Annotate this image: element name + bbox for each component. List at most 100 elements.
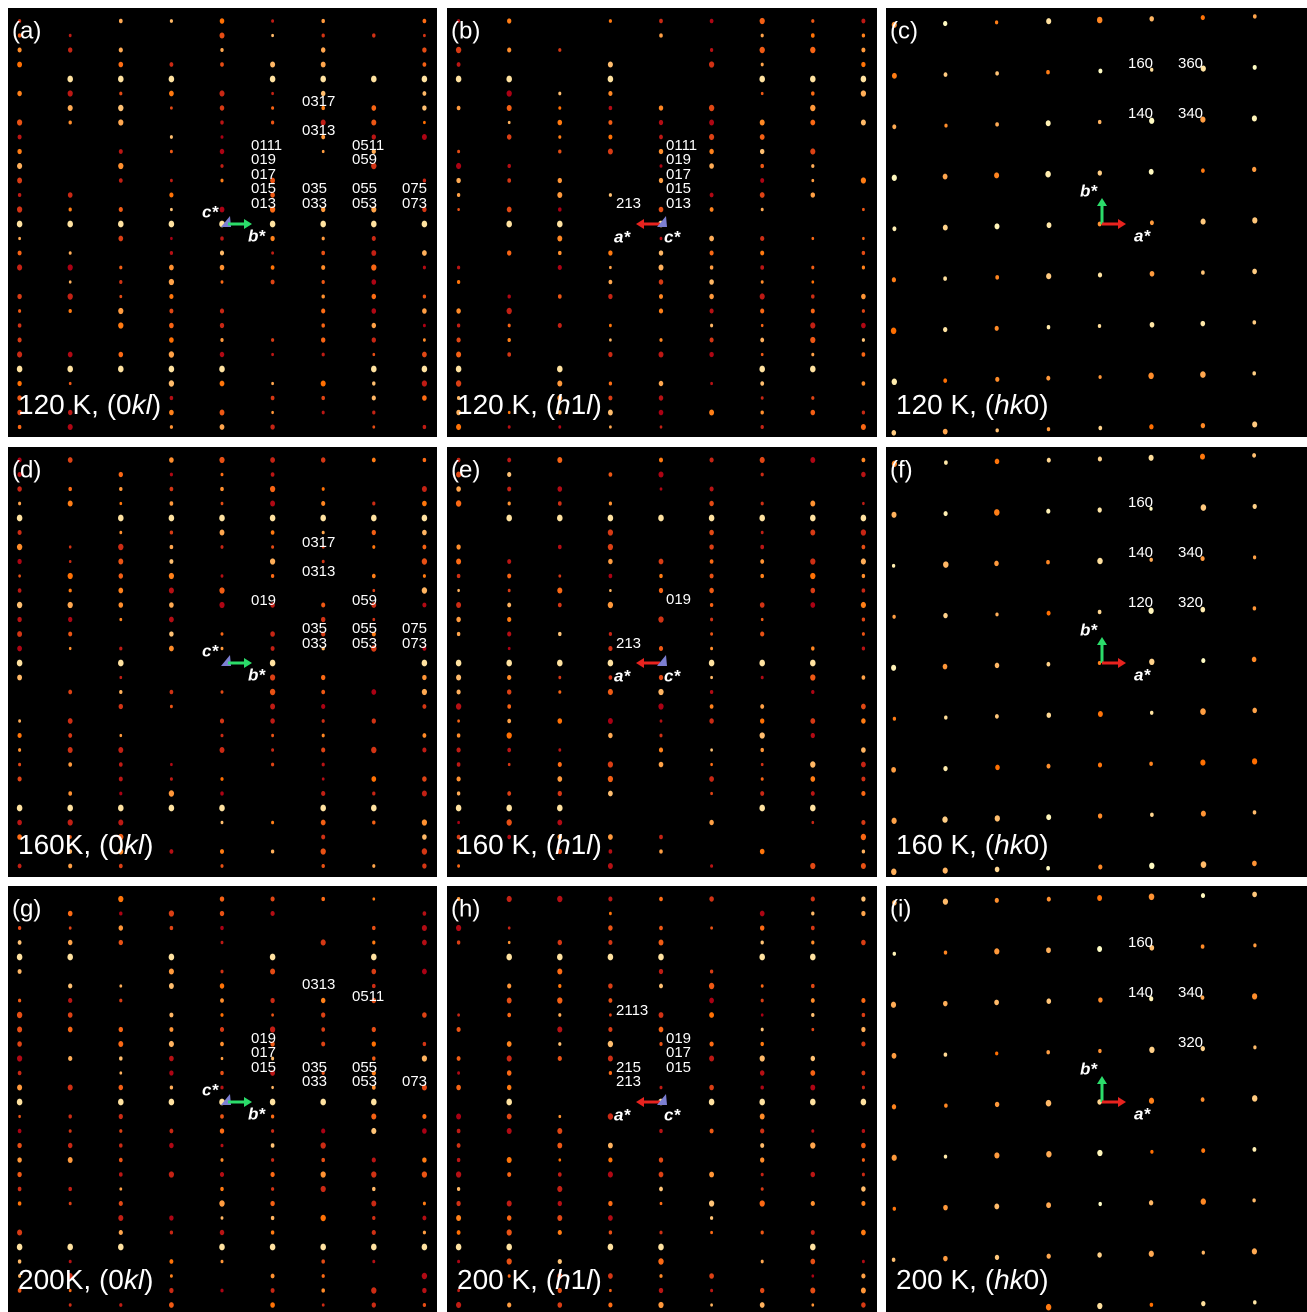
spot: [17, 954, 23, 961]
spot: [1098, 865, 1102, 870]
spot: [811, 998, 815, 1003]
spot: [759, 805, 765, 812]
spot: [69, 208, 72, 212]
spot: [709, 1041, 713, 1046]
spot: [17, 646, 22, 652]
vector-label: c*: [202, 1080, 219, 1099]
spot: [862, 849, 865, 853]
spot: [169, 646, 174, 652]
panel-caption: 200 K, (h1l): [457, 1264, 602, 1295]
spot: [995, 815, 1000, 821]
panel: (b)120 K, (h1l)0111019017015213013a*c*: [447, 8, 877, 437]
spot: [608, 925, 612, 930]
spot: [558, 425, 561, 428]
spot: [659, 762, 664, 768]
spot: [1150, 271, 1155, 277]
spot: [220, 849, 224, 854]
spot: [1148, 373, 1153, 380]
spot: [1046, 509, 1050, 514]
spot: [508, 941, 511, 944]
spot: [861, 911, 865, 916]
spot: [761, 1013, 764, 1016]
spot: [322, 411, 325, 415]
spot: [861, 704, 866, 710]
spot: [608, 1273, 613, 1279]
spot: [508, 121, 511, 124]
spot: [119, 999, 122, 1003]
spot: [221, 690, 224, 694]
spot: [271, 280, 275, 285]
spot: [709, 410, 714, 416]
spot: [507, 487, 511, 492]
spot: [659, 747, 663, 752]
spot: [18, 338, 22, 343]
spot: [995, 714, 999, 719]
spot: [659, 926, 663, 931]
spot: [270, 968, 275, 974]
spot: [169, 1215, 173, 1220]
spot: [69, 34, 72, 37]
spot: [1252, 217, 1257, 223]
caption-part: h: [555, 1264, 571, 1295]
spot: [659, 835, 663, 839]
spot: [709, 1273, 714, 1279]
spot: [507, 617, 511, 622]
spot: [1098, 324, 1101, 328]
spot: [659, 940, 664, 946]
spot: [608, 660, 614, 667]
spot: [608, 91, 612, 96]
spot: [68, 105, 73, 111]
spot: [608, 352, 612, 357]
reflection-label: 160: [1128, 494, 1153, 511]
spot: [811, 690, 814, 694]
spot: [811, 237, 814, 240]
spot: [119, 704, 123, 709]
spot: [861, 62, 865, 67]
vector-label: a*: [614, 1105, 631, 1124]
reflection-label: 059: [352, 592, 377, 609]
spot: [1097, 1252, 1102, 1257]
spot: [710, 574, 714, 579]
spot: [507, 250, 511, 255]
spot: [709, 544, 713, 549]
spot: [68, 501, 73, 507]
spot: [507, 819, 512, 825]
spot: [270, 501, 275, 507]
spot: [659, 1157, 663, 1162]
spot: [270, 954, 276, 961]
spot: [1098, 610, 1102, 614]
spot: [507, 1215, 511, 1220]
spot: [422, 105, 426, 110]
spot: [321, 1027, 325, 1032]
spot: [893, 1207, 896, 1211]
spot: [17, 163, 22, 169]
spot: [456, 1114, 461, 1120]
spot: [371, 221, 377, 228]
spot: [68, 573, 73, 579]
spot: [270, 486, 275, 492]
spot: [220, 1042, 224, 1047]
spot: [710, 1303, 713, 1306]
spot: [760, 1288, 764, 1293]
spot: [608, 396, 612, 401]
spot: [118, 602, 123, 608]
spot: [609, 589, 612, 592]
spot: [710, 969, 713, 973]
spot: [69, 1129, 72, 1133]
spot: [759, 366, 765, 373]
spot: [609, 425, 612, 428]
spot: [169, 954, 175, 961]
spot: [1150, 711, 1153, 715]
spot: [759, 76, 765, 83]
spot: [760, 338, 764, 343]
spot: [422, 76, 428, 83]
spot: [17, 294, 21, 299]
spot: [68, 690, 72, 695]
spot: [17, 1026, 22, 1032]
spot: [761, 618, 764, 621]
spot: [710, 690, 713, 694]
spot: [118, 819, 123, 825]
spot: [220, 1013, 223, 1017]
spot: [17, 178, 22, 184]
spot: [810, 1244, 816, 1251]
